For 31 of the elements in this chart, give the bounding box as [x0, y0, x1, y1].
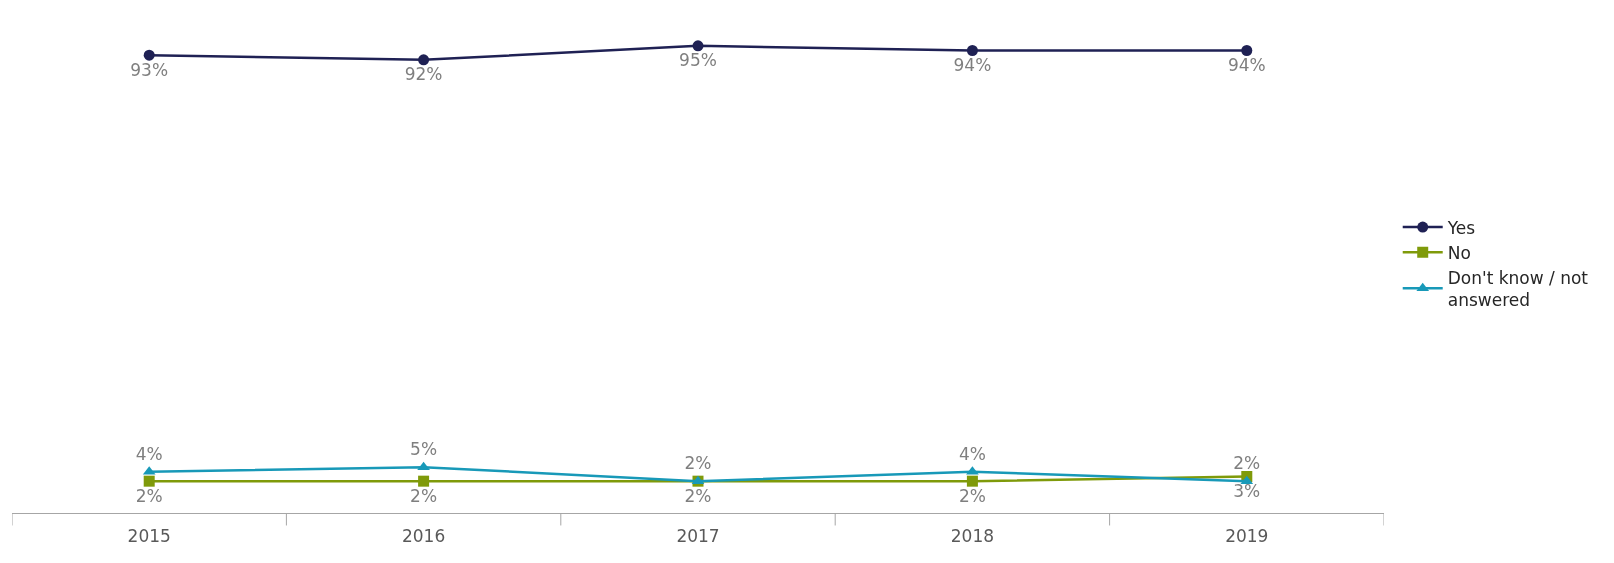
point: [418, 54, 430, 66]
data-label: 3%: [1233, 481, 1261, 502]
point: [143, 49, 155, 61]
data-label: 94%: [953, 55, 992, 76]
data-label: 2%: [684, 485, 712, 506]
data-label: 4%: [135, 443, 163, 464]
data-label: 5%: [410, 439, 438, 460]
x-tick-label: 2019: [1225, 526, 1269, 547]
data-label: 94%: [1227, 55, 1266, 76]
data-label: 92%: [404, 64, 443, 85]
data-label: 2%: [410, 485, 438, 506]
data-label: 95%: [679, 50, 717, 71]
legend-label: No: [1447, 242, 1471, 263]
x-tick-label: 2017: [676, 526, 720, 547]
point: [1241, 45, 1253, 57]
data-label: 93%: [130, 59, 169, 80]
data-label: 2%: [135, 485, 163, 506]
point: [143, 475, 155, 487]
data-label: 2%: [958, 485, 986, 506]
point: [692, 40, 704, 52]
x-tick-label: 2016: [401, 526, 446, 547]
x-tick-label: 2018: [950, 526, 995, 547]
point: [418, 475, 430, 487]
data-label: 2%: [1233, 453, 1261, 474]
x-tick-label: 2015: [127, 526, 171, 547]
data-label: 2%: [684, 453, 712, 474]
point: [966, 45, 978, 57]
legend-label: Don't know / not answered: [1447, 267, 1589, 310]
point: [966, 475, 978, 487]
data-label: 4%: [958, 443, 986, 464]
legend-label: Yes: [1446, 217, 1476, 238]
